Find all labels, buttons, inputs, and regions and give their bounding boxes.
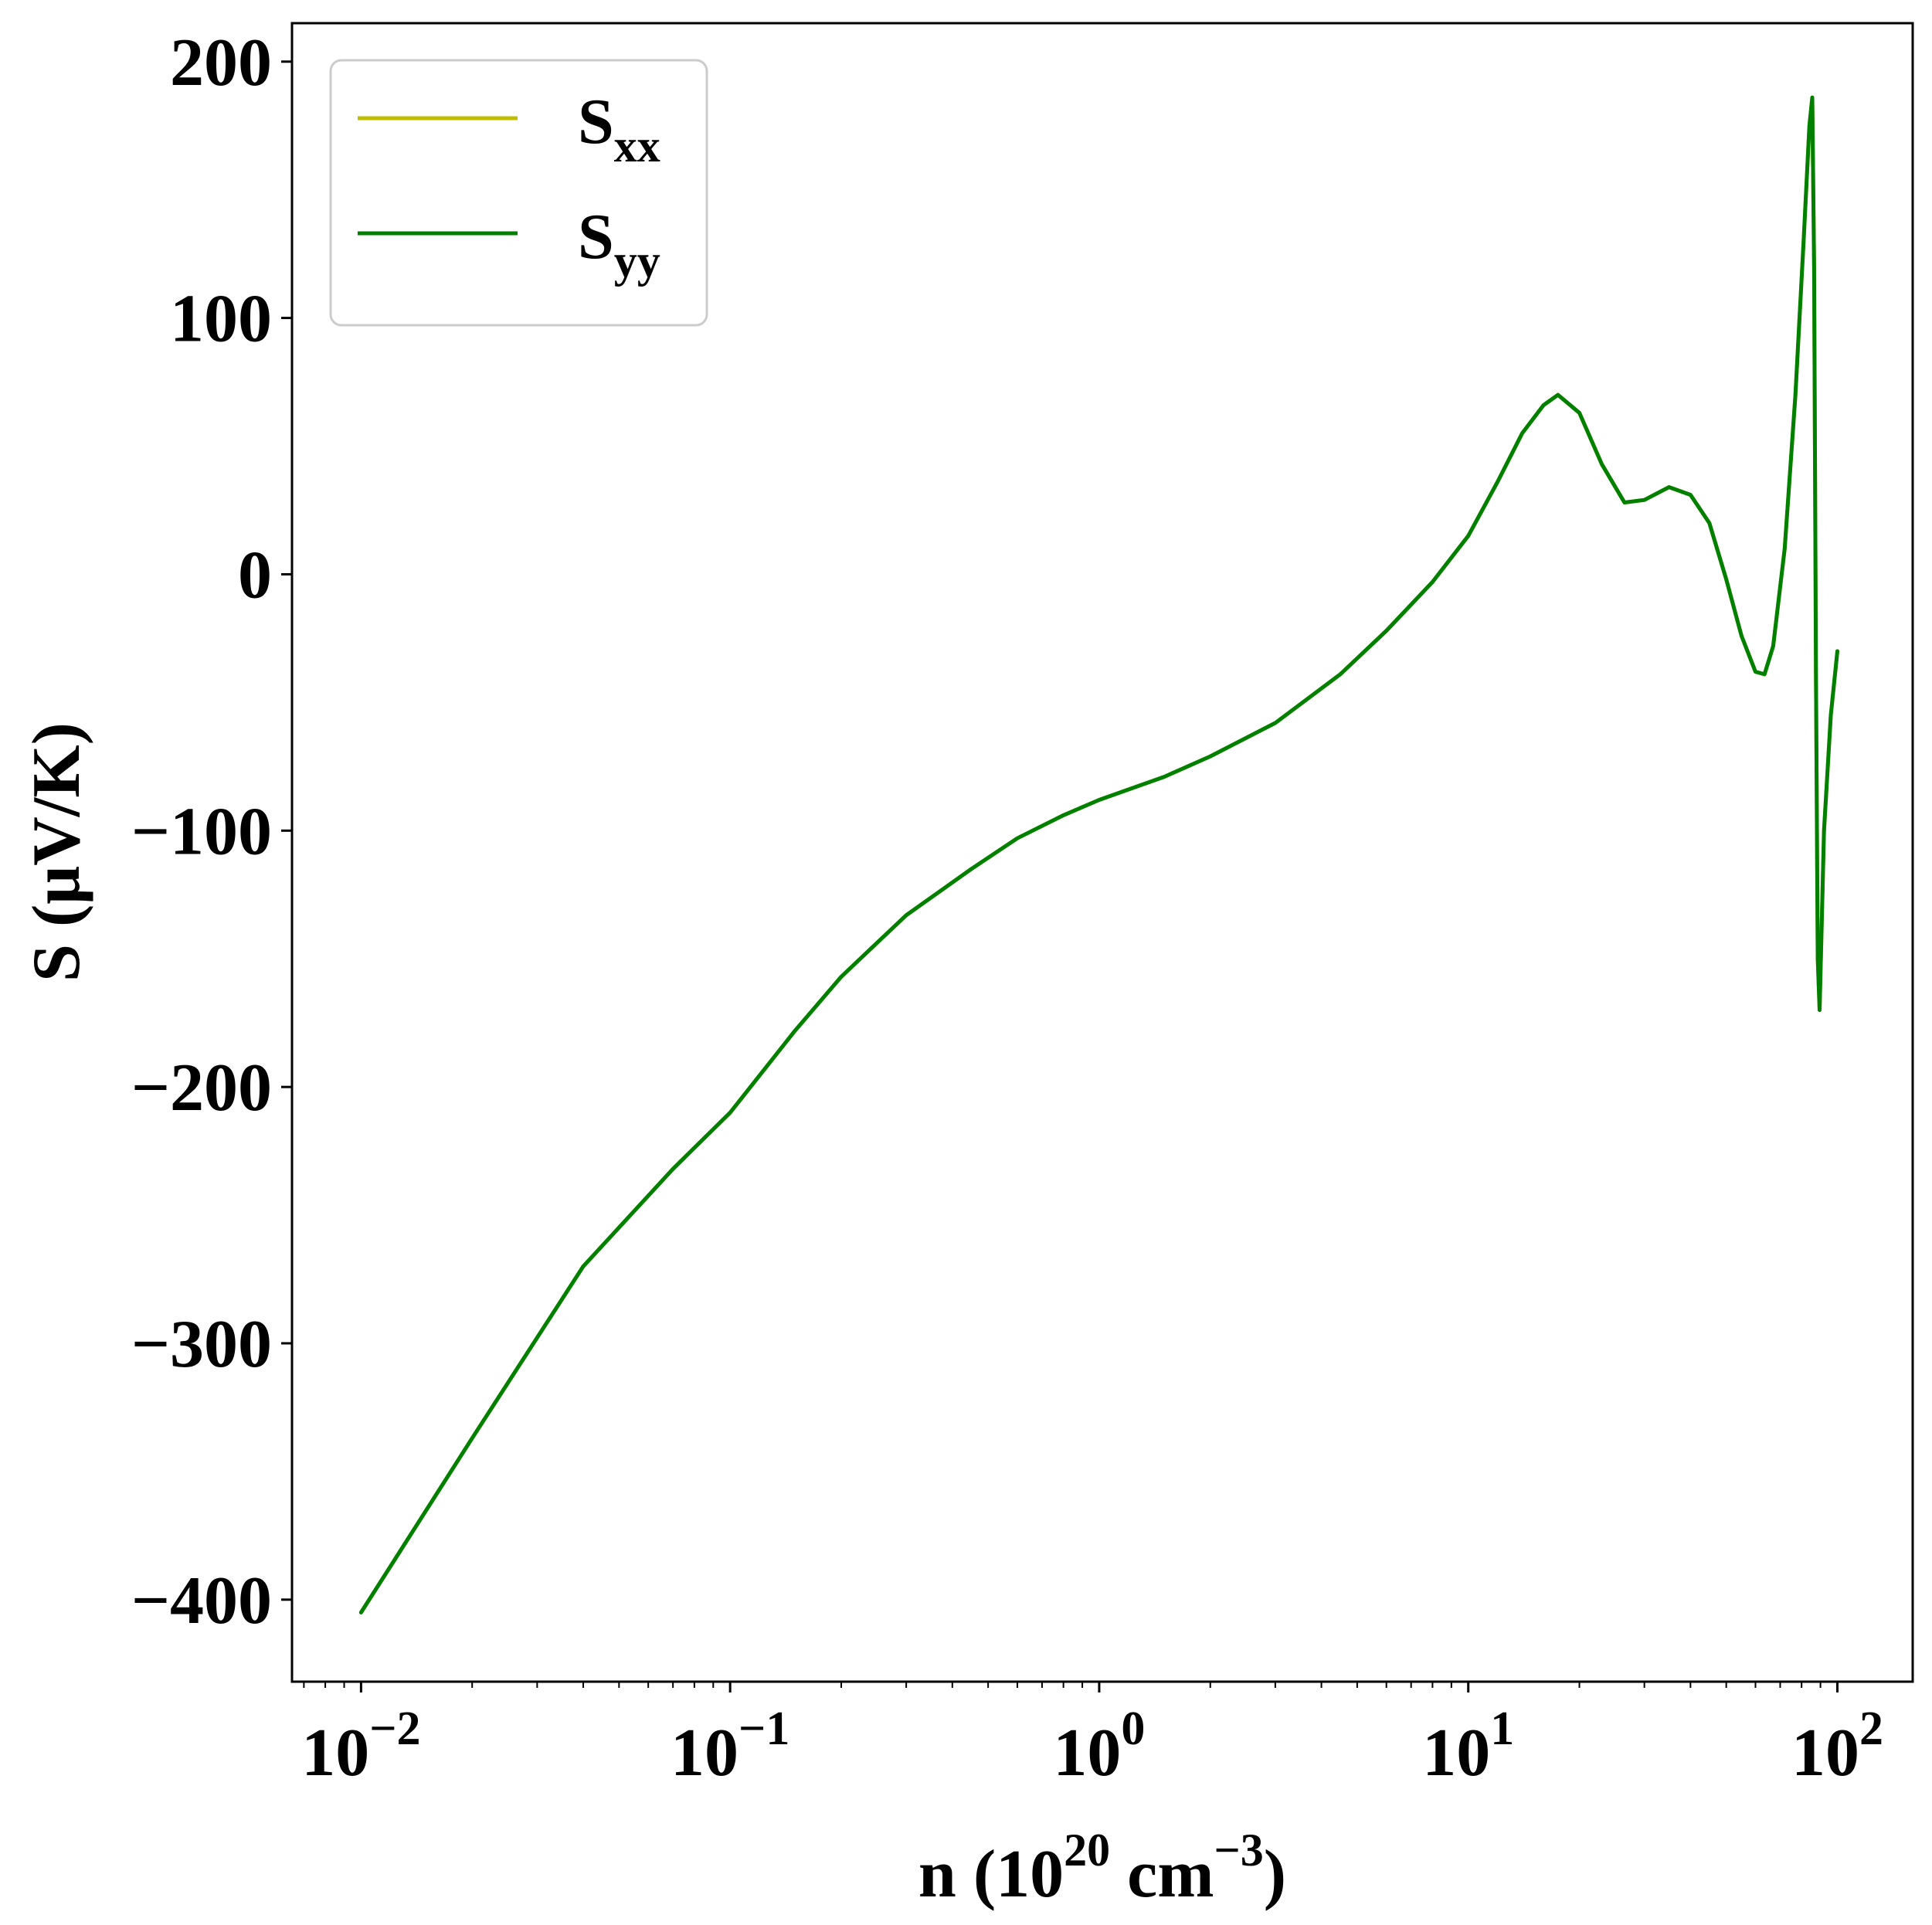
legend-label-syy-base: S — [578, 201, 614, 273]
y-tick-label: 0 — [238, 538, 272, 613]
x-axis-label: n (1020 cm−3) — [918, 1825, 1286, 1912]
legend-label-syy-sub: yy — [614, 236, 660, 287]
x-axis-label-exp1: 20 — [1064, 1825, 1110, 1876]
x-tick-label: 100 — [1053, 1703, 1145, 1791]
x-tick-label-base: 10 — [301, 1716, 369, 1791]
plot-frame — [290, 22, 1914, 1683]
x-tick-label-exponent: 2 — [1859, 1703, 1883, 1755]
x-tick-label-base: 10 — [671, 1716, 739, 1791]
y-axis: 200 100 0 −100 −200 −300 −400 — [131, 25, 292, 1638]
y-axis-label: S (μV/K) — [19, 722, 94, 982]
legend: Sxx Syy — [329, 59, 708, 327]
y-tick-label: −300 — [131, 1307, 272, 1382]
x-tick-label-base: 10 — [1791, 1716, 1859, 1791]
legend-label-sxx-base: S — [578, 86, 614, 158]
legend-label-sxx: Sxx — [578, 86, 660, 171]
y-tick-label: 100 — [170, 282, 272, 357]
legend-box — [329, 59, 708, 327]
legend-label-syy: Syy — [578, 201, 660, 287]
y-tick-label: −400 — [131, 1563, 272, 1638]
x-tick-label-base: 10 — [1053, 1716, 1121, 1791]
x-tick-label: 10−1 — [671, 1703, 789, 1791]
x-axis-label-prefix: n (10 — [918, 1837, 1064, 1912]
x-tick-label-exponent: 1 — [1490, 1703, 1514, 1755]
x-tick-label: 10−2 — [301, 1703, 420, 1791]
x-axis: 10−2 10−1 100 101 102 — [301, 1682, 1883, 1791]
x-axis-label-exp2: −3 — [1214, 1825, 1264, 1876]
x-tick-label: 101 — [1422, 1703, 1514, 1791]
legend-label-sxx-sub: xx — [614, 121, 660, 171]
x-tick-label-exponent: −1 — [739, 1703, 789, 1755]
x-tick-label: 102 — [1791, 1703, 1883, 1791]
series-layer — [358, 95, 1839, 1614]
y-tick-label: 200 — [170, 25, 272, 100]
x-axis-label-suffix: ) — [1264, 1837, 1286, 1912]
y-tick-label: −100 — [131, 794, 272, 869]
x-tick-label-exponent: 0 — [1121, 1703, 1145, 1755]
x-tick-label-base: 10 — [1422, 1716, 1490, 1791]
series-line-syy — [358, 95, 1839, 1614]
x-tick-label-exponent: −2 — [369, 1703, 420, 1755]
x-axis-label-mid: cm — [1110, 1837, 1214, 1912]
y-tick-label: −200 — [131, 1051, 272, 1125]
